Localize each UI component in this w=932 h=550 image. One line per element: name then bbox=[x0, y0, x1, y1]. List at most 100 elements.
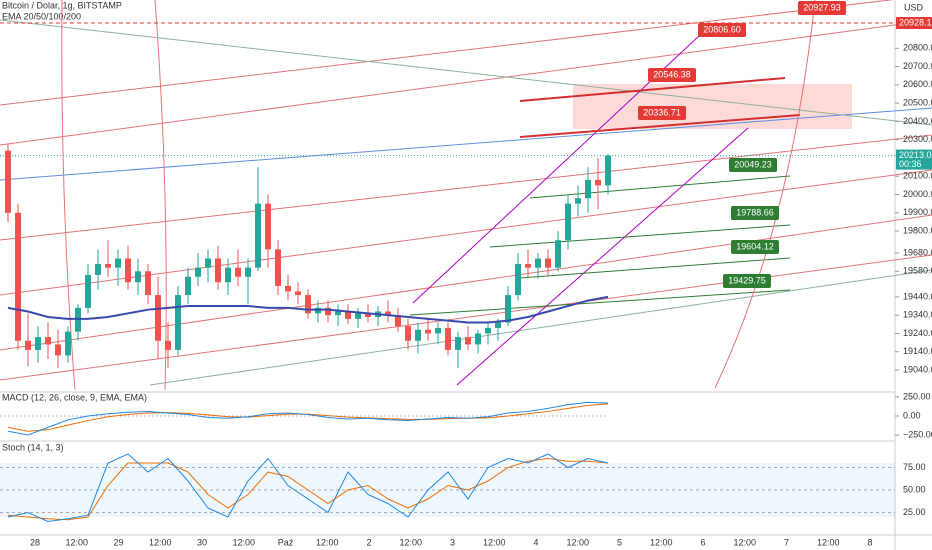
candle-body bbox=[145, 271, 151, 296]
x-tick-label: 5 bbox=[617, 537, 622, 547]
candle-body bbox=[585, 179, 591, 199]
candle-body bbox=[105, 263, 111, 268]
candle-body bbox=[295, 291, 301, 296]
indicator-title: EMA 20/50/100/200 bbox=[2, 11, 81, 21]
candle-body bbox=[605, 155, 611, 186]
candle-body bbox=[505, 295, 511, 323]
candle-body bbox=[495, 322, 501, 328]
candle-body bbox=[555, 240, 561, 268]
y-tick-label: 19580.00 bbox=[903, 266, 932, 276]
drawing-line bbox=[456, 127, 749, 386]
level-label: 20928.12 bbox=[899, 17, 932, 27]
drawing-line bbox=[519, 257, 791, 279]
x-tick-label: 12:00 bbox=[399, 537, 422, 547]
y-tick-label: 20700.00 bbox=[903, 61, 932, 71]
candle-body bbox=[235, 267, 241, 277]
annotation-label: 19604.12 bbox=[736, 241, 774, 251]
candle-body bbox=[5, 150, 11, 213]
annotation-label: 20336.71 bbox=[643, 107, 681, 117]
x-tick-label: 12:00 bbox=[483, 537, 506, 547]
x-tick-label: 3 bbox=[450, 537, 455, 547]
candle-body bbox=[215, 258, 221, 283]
annotation-label: 20927.93 bbox=[803, 2, 841, 12]
x-tick-label: Paź bbox=[278, 537, 294, 547]
y-tick-label: 25.00 bbox=[903, 507, 926, 517]
annotation-label: 20806.60 bbox=[703, 24, 741, 34]
currency: USD bbox=[904, 2, 924, 12]
candle-body bbox=[305, 295, 311, 314]
candle-body bbox=[545, 258, 551, 268]
stoch-k-line bbox=[7, 453, 609, 523]
candle-body bbox=[45, 337, 51, 345]
y-tick-label: 250.00 bbox=[903, 391, 931, 401]
candle-body bbox=[565, 203, 571, 241]
y-tick-label: 0.00 bbox=[903, 410, 921, 420]
x-tick-label: 12:00 bbox=[650, 537, 673, 547]
annotation-box bbox=[648, 68, 696, 82]
candle-body bbox=[185, 276, 191, 296]
candle-body bbox=[285, 285, 291, 292]
candle-body bbox=[125, 258, 131, 283]
drawing-line bbox=[0, 19, 932, 126]
stoch-d-line bbox=[7, 457, 609, 521]
y-tick-label: 20600.00 bbox=[903, 79, 932, 89]
candle-body bbox=[385, 311, 391, 316]
y-tick-label: 19040.00 bbox=[903, 364, 932, 374]
candle-body bbox=[35, 337, 41, 350]
candle-body bbox=[225, 267, 231, 283]
drawing-line bbox=[489, 224, 791, 248]
y-tick-label: 20300.00 bbox=[903, 134, 932, 144]
y-tick-label: 19240.00 bbox=[903, 328, 932, 338]
drawing-line bbox=[519, 114, 801, 138]
x-tick-label: 12:00 bbox=[817, 537, 840, 547]
annotation-box bbox=[638, 106, 686, 120]
candle-body bbox=[15, 212, 21, 341]
x-tick-label: 30 bbox=[197, 537, 207, 547]
candle-body bbox=[515, 263, 521, 296]
candle-body bbox=[365, 313, 371, 317]
y-tick-label: 19440.00 bbox=[903, 291, 932, 301]
x-tick-label: 6 bbox=[700, 537, 705, 547]
x-tick-label: 7 bbox=[784, 537, 789, 547]
annotation-box bbox=[729, 158, 777, 172]
y-tick-label: 19340.00 bbox=[903, 310, 932, 320]
candle-body bbox=[135, 271, 141, 283]
candle-body bbox=[345, 311, 351, 319]
x-tick-label: 4 bbox=[533, 537, 538, 547]
candle-body bbox=[175, 295, 181, 350]
drawing-line bbox=[0, 19, 932, 146]
candle-body bbox=[415, 329, 421, 341]
candle-body bbox=[595, 179, 601, 186]
x-tick-label: 12:00 bbox=[316, 537, 339, 547]
x-tick-label: 12:00 bbox=[733, 537, 756, 547]
y-tick-label: −250.00 bbox=[903, 429, 932, 439]
current-price-label: 20213.00 bbox=[899, 150, 932, 160]
x-tick-label: 29 bbox=[113, 537, 123, 547]
stoch-title: Stoch (14, 1, 3) bbox=[2, 442, 64, 452]
y-tick-label: 20500.00 bbox=[903, 97, 932, 107]
y-tick-label: 75.00 bbox=[903, 462, 926, 472]
drawing-line bbox=[0, 254, 932, 381]
candle-body bbox=[395, 315, 401, 327]
y-tick-label: 20000.00 bbox=[903, 189, 932, 199]
countdown: 00:36 bbox=[899, 159, 922, 169]
y-tick-label: 19900.00 bbox=[903, 207, 932, 217]
annotation-label: 20049.23 bbox=[734, 159, 772, 169]
drawing-line bbox=[149, 269, 932, 386]
candle-body bbox=[275, 249, 281, 286]
candle-body bbox=[165, 340, 171, 350]
candle-body bbox=[95, 263, 101, 275]
drawing-arc bbox=[61, 0, 167, 391]
drawing-line bbox=[529, 175, 791, 199]
candle-body bbox=[485, 327, 491, 334]
drawing-line bbox=[0, 107, 932, 181]
macd-line bbox=[7, 401, 609, 436]
annotation-label: 20546.38 bbox=[653, 69, 691, 79]
candle-body bbox=[245, 267, 251, 277]
annotation-box bbox=[723, 274, 771, 288]
y-tick-label: 20800.00 bbox=[903, 43, 932, 53]
x-tick-label: 28 bbox=[30, 537, 40, 547]
y-tick-label: 19800.00 bbox=[903, 225, 932, 235]
